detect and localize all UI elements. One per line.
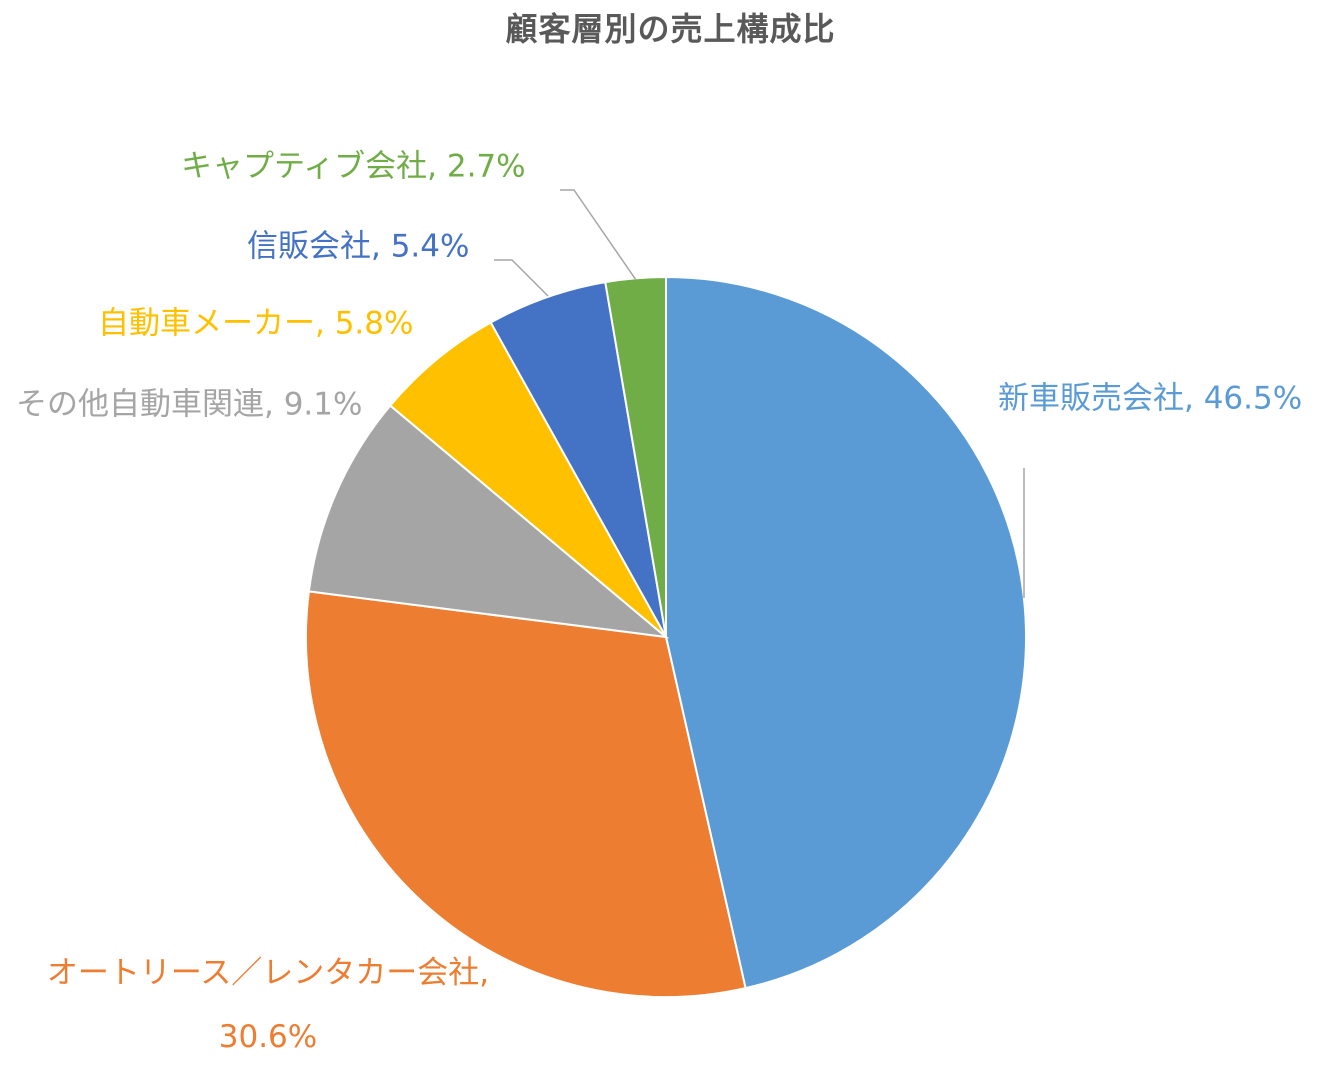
data-label-5: 信販会社, 5.4% — [247, 229, 469, 265]
pie-slice-2 — [304, 590, 747, 998]
data-label-2: オートリース／レンタカー会社, 30.6% — [47, 955, 489, 1055]
data-label-6: キャプティブ会社, 2.7% — [181, 149, 526, 185]
data-labels: 新車販売会社, 46.5% オートリース／レンタカー会社, 30.6% その他自動車関… — [16, 149, 1302, 1055]
data-label-4: 自動車メーカー, 5.8% — [98, 306, 413, 342]
data-label-1: 新車販売会社, 46.5% — [998, 381, 1302, 417]
pie-slices — [304, 275, 1028, 998]
leader-lines — [494, 189, 1025, 598]
leader-line-6 — [560, 189, 637, 281]
leader-line-5 — [494, 259, 549, 297]
chart-title: 顧客層別の売上構成比 — [505, 10, 836, 48]
pie-slice-4 — [388, 321, 667, 638]
pie-slice-3 — [307, 404, 670, 639]
data-label-3: その他自動車関連, 9.1% — [16, 387, 362, 423]
